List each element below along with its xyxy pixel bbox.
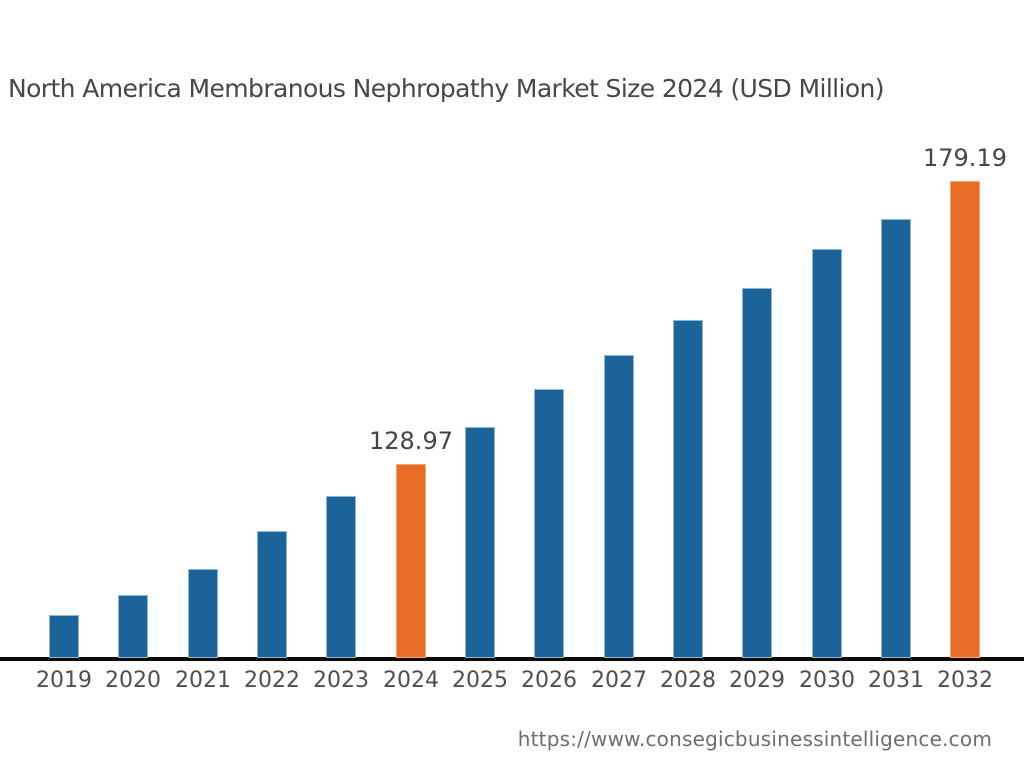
- bar-2031: [881, 219, 911, 658]
- bar-2027: [604, 355, 634, 658]
- bar-2030: [812, 249, 842, 658]
- x-tick-2020: 2020: [105, 668, 161, 693]
- bar-2032: [950, 181, 980, 658]
- bar-2029: [742, 288, 772, 658]
- bar-2021: [188, 569, 218, 658]
- bar-2026: [534, 389, 564, 658]
- x-tick-2032: 2032: [937, 668, 993, 693]
- x-tick-2031: 2031: [868, 668, 924, 693]
- x-tick-2028: 2028: [660, 668, 716, 693]
- bar-2024: [396, 464, 426, 658]
- x-tick-2022: 2022: [244, 668, 300, 693]
- x-tick-2025: 2025: [452, 668, 508, 693]
- source-url: https://www.consegicbusinessintelligence…: [517, 727, 992, 751]
- x-tick-2030: 2030: [799, 668, 855, 693]
- x-axis-line: [0, 657, 1024, 661]
- bar-2022: [257, 531, 287, 658]
- bar-2025: [465, 427, 495, 658]
- bar-2019: [49, 615, 79, 658]
- x-tick-2021: 2021: [175, 668, 231, 693]
- x-tick-2023: 2023: [313, 668, 369, 693]
- x-tick-2024: 2024: [383, 668, 439, 693]
- value-label-2024: 128.97: [369, 427, 453, 455]
- x-tick-2019: 2019: [36, 668, 92, 693]
- chart-title: North America Membranous Nephropathy Mar…: [8, 74, 885, 103]
- x-tick-2027: 2027: [591, 668, 647, 693]
- bar-2028: [673, 320, 703, 658]
- value-label-2032: 179.19: [923, 144, 1007, 172]
- x-tick-2026: 2026: [521, 668, 577, 693]
- bar-2023: [326, 496, 356, 658]
- x-tick-2029: 2029: [729, 668, 785, 693]
- bar-2020: [118, 595, 148, 658]
